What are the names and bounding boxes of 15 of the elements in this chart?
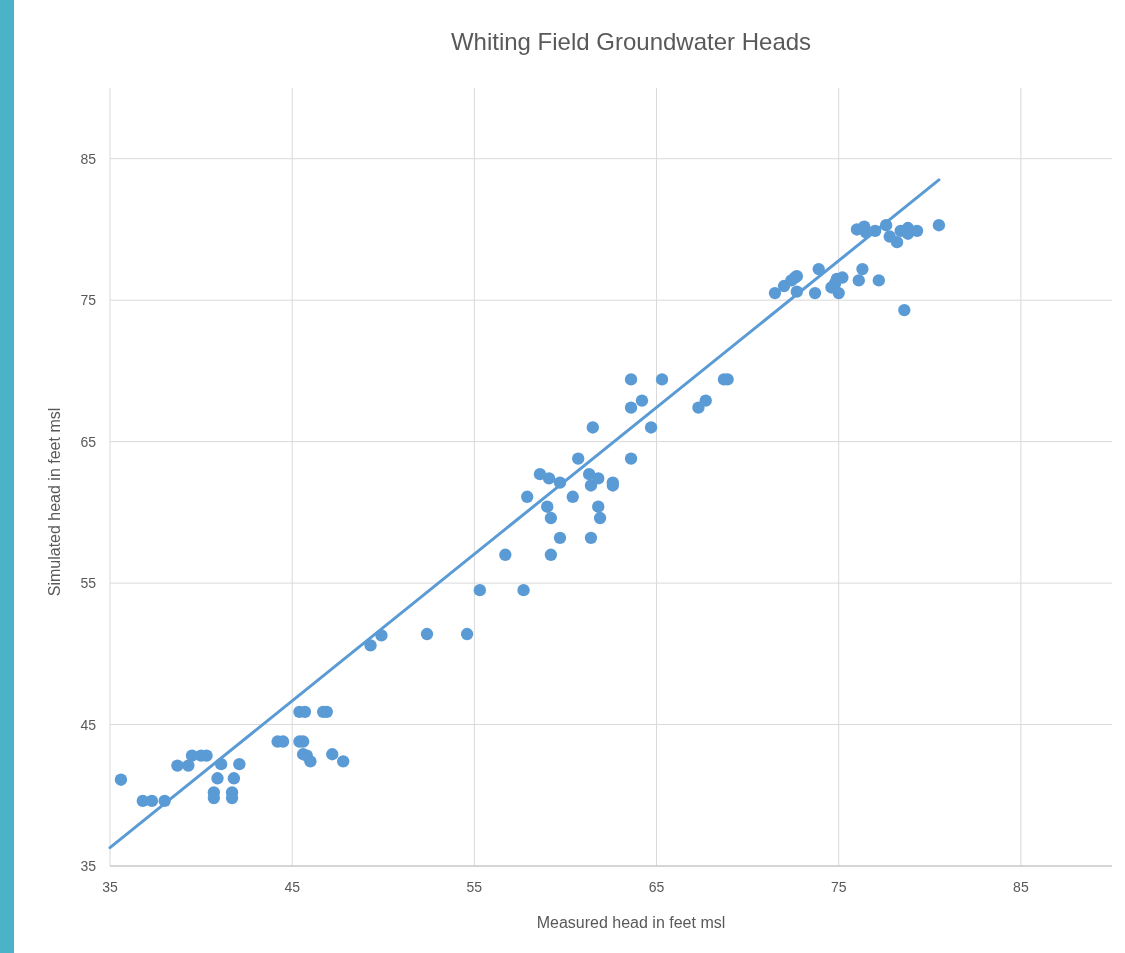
y-tick-label: 35 xyxy=(80,858,97,874)
x-axis-title: Measured head in feet msl xyxy=(536,914,726,931)
y-axis-title: Simulated head in feet msl xyxy=(46,407,63,597)
x-tick-label: 35 xyxy=(102,879,118,895)
chart-title: Whiting Field Groundwater Heads xyxy=(450,28,812,55)
x-tick-label: 65 xyxy=(648,879,665,895)
x-tick-label: 85 xyxy=(1013,879,1029,895)
y-tick-label: 75 xyxy=(80,292,97,309)
x-tick-label: 55 xyxy=(466,879,483,895)
y-tick-label: 45 xyxy=(80,716,97,733)
x-tick-label: 45 xyxy=(284,879,301,895)
x-tick-label: 75 xyxy=(830,879,847,895)
y-tick-label: 65 xyxy=(80,433,97,450)
y-tick-label: 85 xyxy=(80,150,97,167)
y-tick-label: 55 xyxy=(80,575,97,592)
